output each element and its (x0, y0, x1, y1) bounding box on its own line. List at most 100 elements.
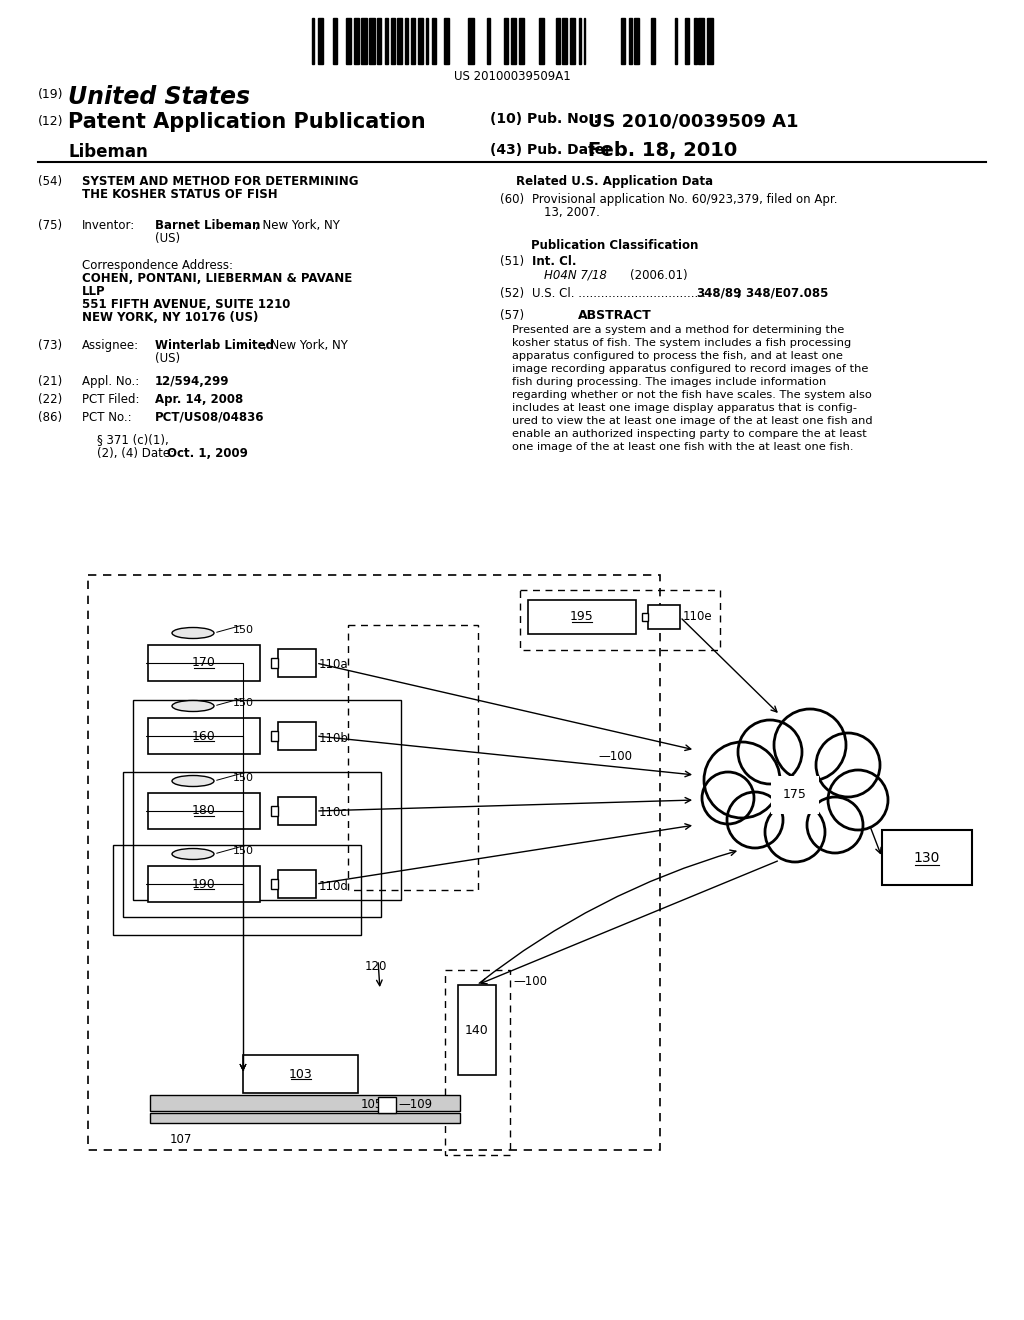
Text: 551 FIFTH AVENUE, SUITE 1210: 551 FIFTH AVENUE, SUITE 1210 (82, 298, 291, 312)
Ellipse shape (172, 701, 214, 711)
Bar (391, 18, 394, 63)
Text: § 371 (c)(1),: § 371 (c)(1), (97, 433, 169, 446)
Bar (694, 18, 696, 63)
Text: (19): (19) (38, 88, 63, 102)
Text: 130: 130 (913, 850, 940, 865)
Text: 175: 175 (783, 788, 807, 801)
Bar (113, 845, 361, 935)
Bar (621, 18, 625, 63)
Bar (148, 718, 260, 754)
Text: 105: 105 (361, 1098, 383, 1111)
Bar (882, 830, 972, 884)
Bar (397, 18, 402, 63)
Bar (278, 722, 316, 750)
Bar (579, 18, 581, 63)
Text: THE KOSHER STATUS OF FISH: THE KOSHER STATUS OF FISH (82, 187, 278, 201)
Bar (418, 18, 423, 63)
Bar (150, 1096, 460, 1111)
Bar (675, 18, 677, 63)
Text: (43) Pub. Date:: (43) Pub. Date: (490, 143, 609, 157)
Text: Assignee:: Assignee: (82, 339, 139, 352)
Circle shape (774, 709, 846, 781)
Bar (312, 18, 313, 63)
Bar (468, 18, 474, 63)
Bar (318, 18, 323, 63)
Text: Apr. 14, 2008: Apr. 14, 2008 (155, 393, 244, 407)
Bar (278, 870, 316, 898)
Bar (445, 970, 510, 1155)
Bar (708, 18, 713, 63)
Bar (411, 18, 415, 63)
Text: ; 348/E07.085: ; 348/E07.085 (737, 286, 828, 300)
Text: image recording apparatus configured to record images of the: image recording apparatus configured to … (512, 364, 868, 374)
Bar (348, 624, 478, 890)
Bar (519, 18, 524, 63)
Bar (511, 18, 516, 63)
Text: Feb. 18, 2010: Feb. 18, 2010 (588, 141, 737, 160)
Bar (148, 793, 260, 829)
Text: PCT/US08/04836: PCT/US08/04836 (155, 411, 264, 424)
Bar (271, 879, 278, 888)
Text: 180: 180 (193, 804, 216, 817)
Bar (271, 657, 278, 668)
Text: United States: United States (68, 84, 250, 110)
Text: (12): (12) (38, 115, 63, 128)
Text: 150: 150 (233, 698, 254, 708)
Text: 150: 150 (233, 624, 254, 635)
Text: , New York, NY: , New York, NY (263, 339, 348, 352)
Text: H04N 7/18: H04N 7/18 (544, 269, 607, 282)
Text: NEW YORK, NY 10176 (US): NEW YORK, NY 10176 (US) (82, 312, 258, 323)
Circle shape (735, 735, 845, 845)
Bar (148, 645, 260, 681)
Bar (123, 772, 381, 917)
Text: (22): (22) (38, 393, 62, 407)
Text: (75): (75) (38, 219, 62, 232)
Bar (271, 807, 278, 816)
Bar (520, 590, 720, 649)
Text: (52): (52) (500, 286, 524, 300)
Circle shape (816, 733, 880, 797)
Bar (377, 18, 382, 63)
Bar (650, 18, 655, 63)
Bar (404, 18, 408, 63)
Text: 170: 170 (193, 656, 216, 669)
Text: Correspondence Address:: Correspondence Address: (82, 259, 233, 272)
Text: Inventor:: Inventor: (82, 219, 135, 232)
Text: 195: 195 (570, 610, 594, 623)
Bar (243, 1055, 358, 1093)
Text: 150: 150 (233, 774, 254, 783)
Text: one image of the at least one fish with the at least one fish.: one image of the at least one fish with … (512, 442, 853, 451)
Text: 110d: 110d (319, 879, 349, 892)
Bar (562, 18, 567, 63)
Text: 348/89: 348/89 (696, 286, 741, 300)
Bar (148, 866, 260, 902)
Text: Int. Cl.: Int. Cl. (532, 255, 577, 268)
Text: PCT No.:: PCT No.: (82, 411, 132, 424)
Text: Winterlab Limited: Winterlab Limited (155, 339, 274, 352)
Bar (570, 18, 574, 63)
Bar (685, 18, 689, 63)
Bar (648, 605, 680, 630)
Bar (278, 649, 316, 677)
Bar (642, 612, 648, 620)
Text: Oct. 1, 2009: Oct. 1, 2009 (167, 447, 248, 459)
Bar (634, 18, 639, 63)
Text: (57): (57) (500, 309, 524, 322)
Bar (426, 18, 428, 63)
Bar (88, 576, 660, 1150)
Circle shape (705, 742, 780, 818)
Text: enable an authorized inspecting party to compare the at least: enable an authorized inspecting party to… (512, 429, 866, 440)
Text: Related U.S. Application Data: Related U.S. Application Data (516, 176, 714, 187)
Text: , New York, NY: , New York, NY (255, 219, 340, 232)
Bar (271, 731, 278, 741)
Text: —100: —100 (598, 750, 632, 763)
Text: fish during processing. The images include information: fish during processing. The images inclu… (512, 378, 826, 387)
Text: 110c: 110c (319, 807, 348, 820)
Text: ured to view the at least one image of the at least one fish and: ured to view the at least one image of t… (512, 416, 872, 426)
Bar (629, 18, 632, 63)
Ellipse shape (172, 776, 214, 787)
Bar (487, 18, 489, 63)
Text: 120: 120 (365, 960, 387, 973)
Bar (556, 18, 560, 63)
Text: LLP: LLP (82, 285, 105, 298)
